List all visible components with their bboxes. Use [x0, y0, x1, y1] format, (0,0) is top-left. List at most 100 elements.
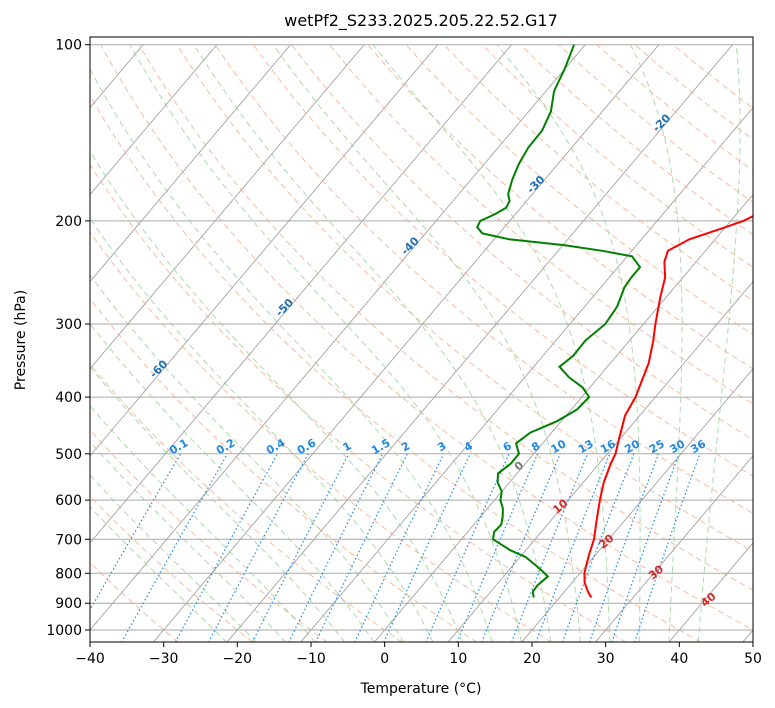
isotherm-line: [595, 455, 753, 642]
dry-adiabat-line: [252, 44, 753, 477]
x-tick-label: 0: [380, 651, 389, 667]
moist-adiabat-line: [630, 44, 683, 642]
dry-adiabat-line: [90, 94, 702, 642]
x-axis-label: Temperature (°C): [360, 681, 482, 697]
mixing-ratio-line: [611, 453, 680, 642]
mixing-ratio-line: [511, 453, 589, 642]
moist-adiabat-label: 30: [646, 562, 666, 582]
dry-adiabat-line: [481, 44, 753, 268]
x-tick-label: 20: [523, 651, 541, 667]
dry-adiabat-line: [367, 44, 753, 370]
moist-adiabat-label: 0: [512, 458, 526, 473]
x-tick-label: −10: [296, 651, 326, 667]
isotherm-line: [668, 542, 753, 642]
dry-adiabat-line: [558, 44, 753, 203]
background-lines: [0, 44, 753, 643]
isotherm-line: [226, 44, 733, 642]
moist-adiabat-line: [129, 44, 522, 642]
isotherm-line: [521, 368, 753, 642]
dry-adiabat-label: -30: [524, 173, 547, 196]
isotherm-line: [90, 44, 439, 457]
y-tick-label: 200: [55, 214, 82, 230]
temperature-line: [583, 214, 753, 598]
moist-adiabat-line: [90, 67, 493, 642]
plot-frame: [89, 36, 754, 643]
y-tick-label: 1000: [46, 623, 82, 639]
moist-adiabat-line: [372, 44, 611, 642]
x-tick-label: 30: [597, 651, 615, 667]
y-axis: 100 200 300 400 500 600 700 800 900 1000: [46, 38, 90, 639]
dry-adiabat-line: [90, 363, 403, 642]
isotherm-line: [374, 193, 753, 642]
mixing-ratio-line: [588, 453, 660, 642]
moist-adiabat-label: 20: [596, 531, 616, 551]
moist-adiabat-line: [90, 323, 375, 642]
mixing-ratio-line: [425, 453, 510, 642]
mixing-ratio-line: [561, 453, 635, 642]
dry-adiabat-line: [214, 44, 753, 514]
dry-adiabat-label: -60: [147, 357, 170, 380]
moist-adiabat-line: [272, 44, 581, 642]
isotherm-line: [90, 44, 218, 196]
dry-adiabat-line: [291, 44, 753, 441]
moist-adiabat-line: [193, 44, 552, 642]
moist-adiabat-line: [90, 274, 404, 642]
mixing-ratio-line: [354, 453, 445, 642]
mixing-ratio-line: [208, 453, 309, 642]
dewpoint-line: [476, 44, 642, 598]
y-tick-label: 500: [55, 447, 82, 463]
dry-adiabat-line: [176, 44, 753, 552]
moist-adiabat-line: [697, 44, 741, 642]
isotherm-line: [742, 629, 753, 642]
mixing-ratio-line: [121, 453, 228, 642]
dry-adiabat-line: [90, 561, 179, 642]
dry-adiabat-line: [138, 44, 753, 591]
profiles: [476, 44, 753, 598]
x-axis: −40 −30 −20 −10 0 10 20 30 40 50: [75, 642, 762, 667]
dry-adiabat-line: [405, 44, 753, 336]
mixing-ratio-label: 8: [529, 439, 542, 454]
mixing-ratio-line: [481, 453, 561, 642]
isotherm-line: [90, 44, 291, 283]
mixing-ratio-line: [383, 453, 471, 642]
x-tick-label: 50: [744, 651, 762, 667]
chart-title: wetPf2_S233.2025.205.22.52.G17: [284, 11, 558, 31]
mixing-ratio-label: 2: [399, 439, 412, 454]
y-tick-label: 700: [55, 532, 82, 548]
mixing-ratio-label: 6: [501, 439, 514, 454]
isotherm-line: [0, 45, 70, 643]
dry-adiabat-line: [90, 297, 478, 642]
dry-adiabat-line: [443, 44, 753, 302]
isotherm-line: [447, 281, 753, 642]
y-tick-label: 900: [55, 596, 82, 612]
dry-adiabat-line: [520, 44, 753, 236]
mixing-ratio-line: [90, 453, 182, 612]
moist-adiabat-line: [496, 44, 641, 642]
moist-adiabat-label: 10: [550, 496, 570, 516]
dry-adiabat-label: -70: [22, 419, 45, 442]
isotherm-line: [90, 44, 586, 631]
line-labels: 0.10.20.40.611.52346810131620253036-100-…: [22, 111, 719, 609]
y-tick-label: 400: [55, 390, 82, 406]
dry-adiabat-line: [90, 164, 627, 642]
moist-adiabat-line: [90, 150, 463, 642]
mixing-ratio-line: [315, 453, 408, 642]
y-tick-label: 600: [55, 493, 82, 509]
x-tick-label: −30: [149, 651, 179, 667]
dry-adiabat-label: -20: [650, 111, 673, 134]
y-tick-label: 800: [55, 566, 82, 582]
x-tick-label: 40: [670, 651, 688, 667]
moist-adiabat-line: [90, 405, 316, 642]
moist-adiabat-line: [90, 440, 287, 642]
mixing-ratio-line: [456, 453, 539, 642]
mixing-ratio-line: [288, 453, 384, 642]
y-tick-label: 100: [55, 38, 82, 54]
dry-adiabat-line: [596, 44, 753, 172]
moist-adiabat-line: [90, 366, 346, 642]
mixing-ratio-line: [634, 453, 701, 642]
mixing-ratio-label: 4: [462, 439, 475, 454]
mixing-ratio-label: 3: [435, 439, 448, 454]
x-tick-label: 10: [449, 651, 467, 667]
mixing-ratio-line: [174, 453, 278, 642]
